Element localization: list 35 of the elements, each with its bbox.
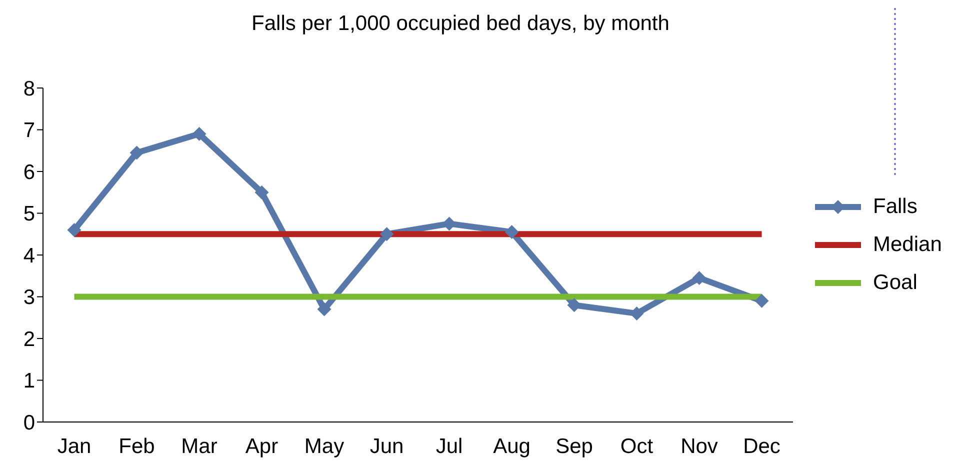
point <box>317 302 332 316</box>
point <box>130 146 144 160</box>
y-tick-label: 8 <box>23 77 35 100</box>
x-tick-label: Dec <box>743 434 780 458</box>
x-tick-label: Jul <box>436 434 463 458</box>
x-tick-label: Oct <box>620 434 654 458</box>
x-tick-label: May <box>304 434 345 458</box>
x-tick-label: Sep <box>556 434 593 458</box>
point <box>254 185 269 200</box>
x-tick-label: Feb <box>118 434 155 458</box>
chart-title: Falls per 1,000 occupied bed days, by month <box>250 12 670 36</box>
x-tick-label: Jun <box>370 434 404 458</box>
legend-label: Median <box>873 233 942 257</box>
point <box>380 227 394 242</box>
point <box>754 294 769 308</box>
x-tick-label: Apr <box>245 434 278 458</box>
y-tick-label: 6 <box>23 160 35 184</box>
x-tick-label: Aug <box>493 434 530 458</box>
y-tick-label: 2 <box>23 328 35 351</box>
x-tick-label: Mar <box>181 434 218 458</box>
y-tick-label: 5 <box>23 202 35 226</box>
legend-label: Falls <box>873 195 918 219</box>
y-tick-label: 0 <box>23 411 35 434</box>
y-tick-label: 3 <box>23 286 35 310</box>
point <box>692 270 706 285</box>
point <box>630 306 644 320</box>
legend-label: Goal <box>873 271 918 295</box>
point <box>67 222 82 237</box>
x-tick-label: Jan <box>57 434 92 458</box>
y-tick-label: 1 <box>23 370 35 393</box>
point <box>504 225 519 240</box>
y-tick-label: 7 <box>23 119 35 142</box>
x-tick-label: Nov <box>680 434 718 458</box>
point <box>192 126 206 141</box>
y-tick-label: 4 <box>23 244 36 268</box>
